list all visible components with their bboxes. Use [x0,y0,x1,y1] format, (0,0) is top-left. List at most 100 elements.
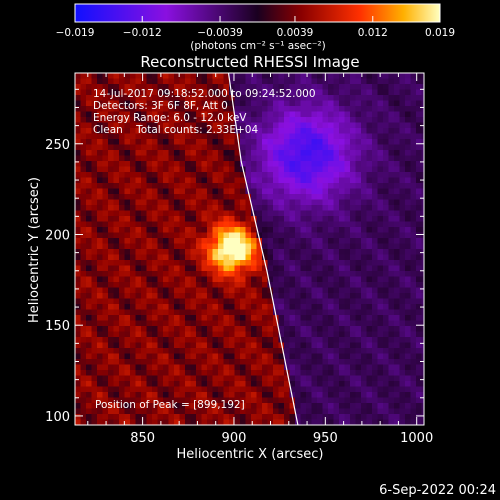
heatmap-cell [361,122,367,129]
heatmap-cell [284,403,290,409]
heatmap-cell [229,276,235,283]
heatmap-cell [328,320,334,327]
heatmap-cell [355,199,362,206]
heatmap-cell [119,122,125,129]
heatmap-cell [196,408,202,415]
heatmap-cell [278,276,285,283]
heatmap-cell [311,78,318,85]
heatmap-cell [350,89,356,96]
heatmap-cell [218,172,224,178]
heatmap-cell [256,326,263,332]
heatmap-cell [80,232,87,239]
heatmap-cell [339,100,345,107]
heatmap-cell [130,150,136,156]
heatmap-cell [102,139,109,145]
heatmap-cell [179,122,186,129]
heatmap-cell [102,276,109,283]
heatmap-cell [372,364,378,371]
heatmap-cell [152,326,158,332]
heatmap-cell [317,188,323,195]
heatmap-cell [339,177,345,184]
heatmap-cell [218,166,224,173]
heatmap-cell [300,392,307,398]
heatmap-cell [185,188,191,195]
heatmap-cell [284,106,290,112]
heatmap-cell [108,309,114,316]
heatmap-cell [141,298,147,305]
heatmap-cell [113,122,120,129]
heatmap-cell [240,298,246,305]
heatmap-cell [355,205,362,211]
heatmap-cell [339,227,345,233]
heatmap-cell [168,139,175,145]
heatmap-cell [322,370,329,376]
heatmap-cell [163,408,169,415]
heatmap-cell [157,210,164,217]
heatmap-cell [185,282,191,288]
heatmap-cell [256,161,263,167]
heatmap-cell [168,188,175,195]
heatmap-cell [421,408,424,415]
heatmap-cell [152,260,158,266]
heatmap-cell [273,139,279,145]
heatmap-cell [339,348,345,354]
heatmap-cell [152,243,158,250]
heatmap-cell [196,315,202,321]
heatmap-cell [157,315,164,321]
heatmap-cell [108,243,114,250]
heatmap-cell [223,216,230,222]
heatmap-cell [388,128,395,134]
heatmap-cell [185,315,191,321]
heatmap-cell [251,254,257,261]
heatmap-cell [234,276,241,283]
heatmap-cell [256,232,263,239]
heatmap-cell [339,139,345,145]
heatmap-cell [97,331,103,338]
heatmap-cell [421,155,424,162]
heatmap-cell [410,188,417,195]
heatmap-cell [223,260,230,266]
heatmap-cell [311,89,318,96]
heatmap-cell [273,408,279,415]
heatmap-cell [328,161,334,167]
heatmap-cell [190,183,197,189]
heatmap-cell [108,265,114,272]
heatmap-cell [405,232,411,239]
heatmap-cell [212,172,219,178]
heatmap-cell [168,177,175,184]
heatmap-cell [141,381,147,387]
heatmap-cell [80,298,87,305]
heatmap-cell [410,386,417,393]
heatmap-cell [157,150,164,156]
heatmap-cell [311,375,318,382]
heatmap-cell [157,348,164,354]
heatmap-cell [251,342,257,349]
heatmap-cell [328,271,334,277]
heatmap-cell [141,133,147,140]
heatmap-cell [383,106,389,112]
heatmap-cell [234,172,241,178]
heatmap-cell [190,282,197,288]
heatmap-cell [168,309,175,316]
heatmap-cell [416,271,422,277]
heatmap-cell [152,353,158,360]
heatmap-cell [75,238,81,244]
heatmap-cell [339,282,345,288]
heatmap-cell [86,188,92,195]
heatmap-cell [377,265,384,272]
heatmap-cell [416,216,422,222]
heatmap-cell [163,337,169,343]
heatmap-cell [207,177,213,184]
heatmap-cell [311,271,318,277]
heatmap-cell [80,353,87,360]
heatmap-cell [212,271,219,277]
heatmap-cell [366,364,373,371]
heatmap-cell [218,298,224,305]
heatmap-cell [80,155,87,162]
heatmap-cell [322,150,329,156]
heatmap-cell [383,144,389,151]
heatmap-cell [284,144,290,151]
heatmap-cell [190,122,197,129]
heatmap-cell [113,271,120,277]
heatmap-cell [119,359,125,365]
